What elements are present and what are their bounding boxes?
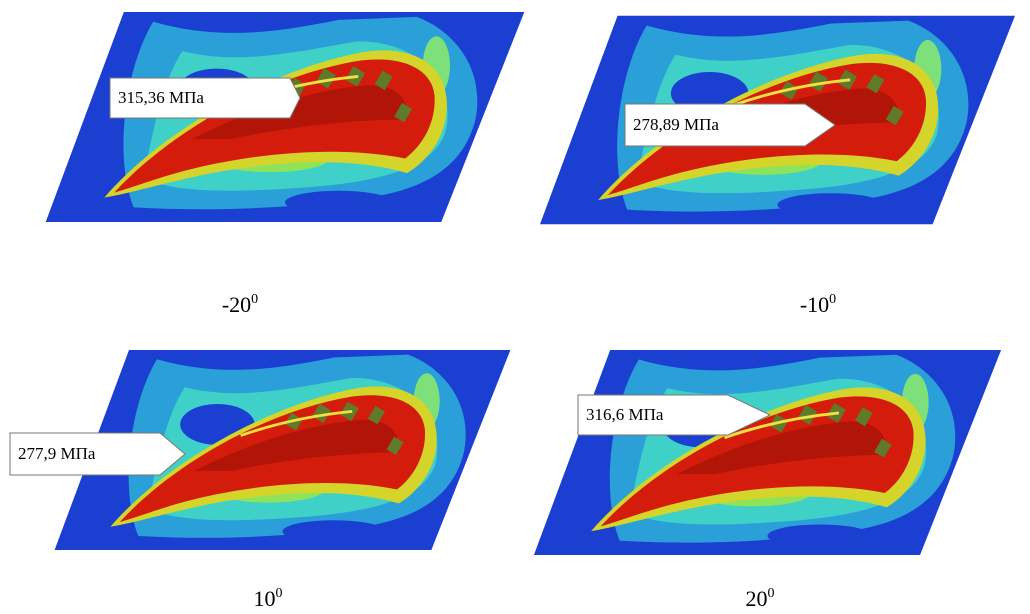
angle-superscript: 0 <box>276 586 283 601</box>
angle-superscript: 0 <box>768 586 775 601</box>
angle-superscript: 0 <box>251 292 258 307</box>
angle-superscript: 0 <box>829 292 836 307</box>
panel: 315,36 МПа -200 <box>46 12 525 317</box>
panel: 277,9 МПа 100 <box>10 350 510 611</box>
angle-value: -20 <box>222 292 251 317</box>
panel: 316,6 МПа 200 <box>534 350 1001 611</box>
angle-value: 20 <box>746 586 768 611</box>
callout-label: 278,89 МПа <box>633 115 719 134</box>
stress-image <box>534 350 1001 555</box>
callout-label: 316,6 МПа <box>586 405 664 424</box>
angle-value: 10 <box>254 586 276 611</box>
angle-caption: 200 <box>746 586 775 611</box>
figure: 315,36 МПа-200278,89 МПа-100277,9 МПа100… <box>0 0 1030 614</box>
angle-caption: -200 <box>222 292 258 317</box>
angle-caption: -100 <box>800 292 836 317</box>
angle-value: -10 <box>800 292 829 317</box>
callout-label: 277,9 МПа <box>18 444 96 463</box>
angle-caption: 100 <box>254 586 283 611</box>
callout-label: 315,36 МПа <box>118 88 204 107</box>
panel: 278,89 МПа -100 <box>540 16 1015 317</box>
